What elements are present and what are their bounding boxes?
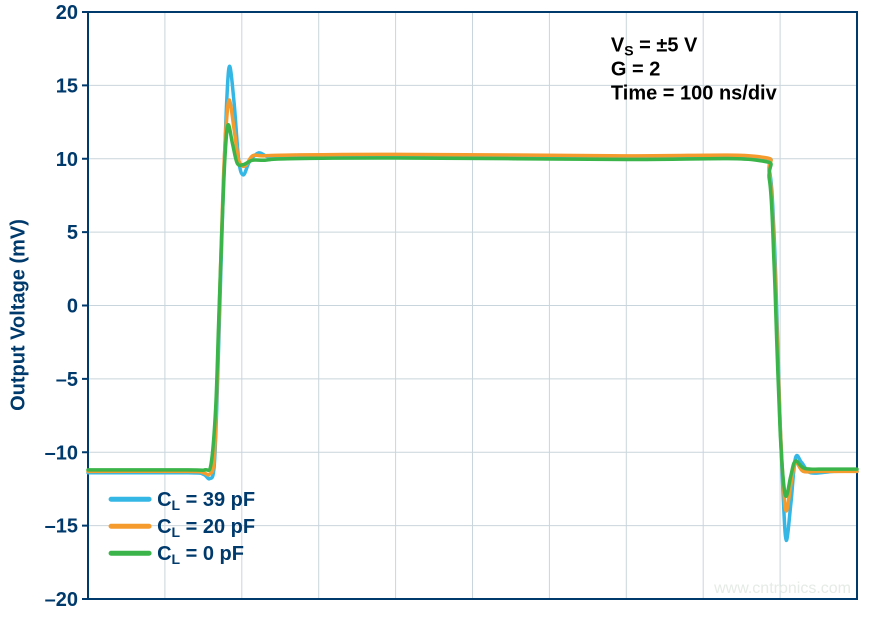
annotation-line: Time = 100 ns/div bbox=[611, 82, 778, 104]
y-tick-label: 5 bbox=[67, 222, 78, 244]
y-axis-label: Output Voltage (mV) bbox=[8, 219, 31, 411]
annotation-line: VS = ±5 V bbox=[611, 34, 698, 58]
legend-label: CL = 0 pF bbox=[157, 543, 244, 567]
y-ticks: –20 –15 –10 –5 0 5 10 15 20 bbox=[45, 2, 88, 611]
annotation-line: G = 2 bbox=[611, 58, 660, 80]
y-tick-label: –20 bbox=[45, 589, 78, 611]
watermark: www.cntronics.com bbox=[713, 580, 851, 597]
y-tick-label: –15 bbox=[45, 516, 78, 538]
y-tick-label: 10 bbox=[56, 149, 78, 171]
y-tick-label: 20 bbox=[56, 2, 78, 24]
y-tick-label: 0 bbox=[67, 296, 78, 318]
y-tick-label: –10 bbox=[45, 442, 78, 464]
chart-svg: www.cntronics.com –20 –15 –10 –5 0 5 10 15 20 VS =… bbox=[40, 0, 873, 629]
chart-legend: CL = 39 pFCL = 20 pFCL = 0 pF bbox=[111, 489, 255, 567]
y-tick-label: –5 bbox=[56, 369, 78, 391]
y-tick-label: 15 bbox=[56, 75, 78, 97]
